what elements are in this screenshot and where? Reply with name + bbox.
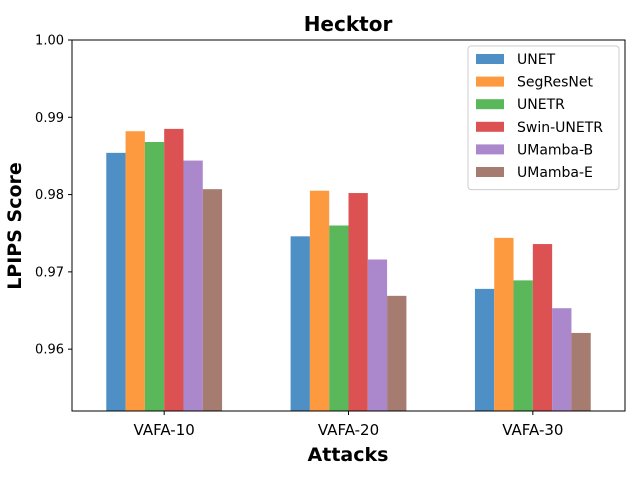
legend-entry: SegResNet [517, 75, 593, 91]
legend-entry: Swin-UNETR [517, 120, 603, 136]
x-tick-label: VAFA-30 [502, 421, 563, 439]
axes-layer: 0.96 0.97 0.98 0.99 1.00 VAFA-10 VAFA-20 VAFA-3… [35, 34, 626, 439]
bar-segresnet-vafa-10 [125, 131, 145, 411]
y-tick-label: 0.98 [35, 188, 64, 203]
bar-swin-unetr-vafa-20 [348, 193, 368, 411]
bar-unetr-vafa-10 [144, 142, 165, 411]
bar-swin-unetr-vafa-30 [532, 244, 553, 411]
y-axis-label: LPIPS Score [4, 162, 26, 290]
legend-swatch [476, 54, 504, 64]
legend-entry: UNET [517, 52, 556, 68]
x-tick-label: VAFA-20 [318, 421, 379, 439]
bar-umamba-e-vafa-20 [387, 295, 407, 411]
y-tick-label: 1.00 [35, 34, 64, 49]
bar-umamba-e-vafa-30 [571, 332, 591, 411]
bar-umamba-b-vafa-10 [183, 160, 203, 411]
y-tick-label: 0.99 [35, 111, 64, 126]
x-tick-label: VAFA-10 [134, 421, 195, 439]
x-axis-label: Attacks [308, 444, 389, 466]
bar-segresnet-vafa-30 [494, 237, 514, 411]
legend-swatch [476, 167, 504, 177]
legend-swatch [476, 76, 504, 87]
legend: UNET SegResNet UNETR Swin-UNETR UMamba-B UMam… [467, 45, 620, 191]
bar-umamba-b-vafa-30 [552, 308, 572, 411]
bar-unet-vafa-10 [106, 152, 126, 411]
bar-umamba-b-vafa-20 [367, 259, 388, 411]
legend-entry: UNETR [517, 97, 565, 113]
bar-segresnet-vafa-20 [309, 190, 330, 411]
bar-unetr-vafa-20 [329, 225, 349, 411]
legend-entry: UMamba-B [517, 142, 593, 158]
bar-umamba-e-vafa-10 [202, 189, 223, 411]
bars-layer [106, 128, 591, 411]
bar-unet-vafa-20 [290, 236, 310, 411]
legend-swatch [476, 144, 504, 155]
chart-title: Hecktor [304, 12, 393, 36]
bar-unetr-vafa-30 [513, 280, 533, 411]
bar-swin-unetr-vafa-10 [164, 128, 184, 411]
legend-box [467, 45, 620, 191]
y-tick-label: 0.97 [35, 265, 64, 280]
legend-swatch [476, 121, 504, 132]
legend-swatch [476, 99, 504, 110]
bar-unet-vafa-30 [474, 288, 495, 411]
legend-entry: UMamba-E [517, 165, 593, 181]
y-tick-label: 0.96 [35, 343, 64, 358]
